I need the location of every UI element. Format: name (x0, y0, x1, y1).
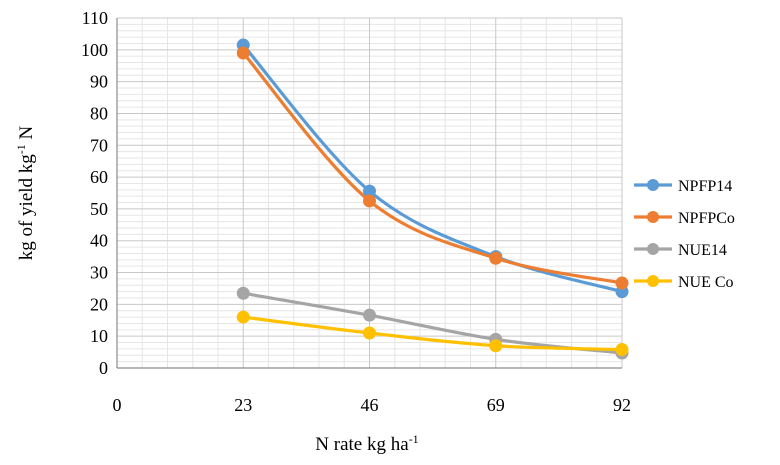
legend-swatch-marker (647, 179, 659, 191)
legend-swatch-marker (647, 243, 659, 255)
series-lines (241, 43, 624, 355)
legend: NPFP14 NPFPCo NUE14 NUE Co (634, 178, 735, 291)
x-tick-label: 92 (613, 395, 631, 415)
y-axis-title-sup: -1 (14, 144, 28, 154)
y-tick-label: 50 (90, 199, 108, 219)
x-axis-title: N rate kg ha-1 (315, 432, 418, 455)
legend-swatch-marker (647, 275, 659, 287)
legend-label: NUE Co (678, 274, 734, 291)
y-tick-label: 90 (90, 72, 108, 92)
data-point-npfpco (489, 251, 503, 265)
legend-item-npfpco: NPFPCo (634, 210, 735, 227)
data-point-nue-co (489, 339, 503, 353)
y-tick-label: 60 (90, 167, 108, 187)
legend-label: NPFPCo (678, 210, 735, 227)
x-tick-label: 69 (487, 395, 505, 415)
series-line-nue-co (241, 315, 624, 352)
y-axis-title-main: kg of yield kg (16, 154, 37, 261)
x-axis-title-main: N rate kg ha (315, 434, 409, 455)
y-axis-title-tail: N (16, 125, 37, 144)
data-point-nue14 (363, 308, 376, 322)
data-point-npfpco (236, 46, 250, 60)
y-tick-label: 0 (99, 358, 108, 378)
data-point-npfp14 (363, 184, 376, 198)
axes (116, 18, 622, 369)
y-tick-label: 40 (90, 231, 108, 251)
legend-item-npfp14: NPFP14 (634, 178, 732, 195)
tick-labels: 0 10 20 30 40 50 60 70 80 90 100 110 0 23 46 69 92 (81, 8, 631, 415)
y-tick-label: 100 (81, 40, 108, 60)
y-axis-title: kg of yield kg-1 N (14, 125, 37, 260)
data-point-nue-co (236, 310, 250, 324)
legend-label: NUE14 (678, 242, 727, 259)
y-tick-label: 30 (90, 263, 108, 283)
series-line-npfpco (241, 51, 624, 285)
y-tick-label: 110 (82, 8, 108, 28)
y-tick-label: 20 (90, 294, 108, 314)
data-point-nue-co (363, 326, 376, 340)
data-point-npfpco (615, 276, 629, 290)
y-tick-label: 10 (90, 326, 108, 346)
y-tick-label: 80 (90, 103, 108, 123)
x-tick-label: 46 (361, 395, 379, 415)
data-point-npfpco (363, 194, 376, 208)
legend-swatch-marker (647, 211, 659, 223)
x-axis-title-sup: -1 (409, 432, 419, 446)
legend-item-nue-co: NUE Co (634, 274, 734, 291)
data-points (236, 38, 629, 360)
legend-item-nue14: NUE14 (634, 242, 727, 259)
series-line-npfp14 (241, 43, 624, 294)
legend-label: NPFP14 (678, 178, 732, 195)
y-tick-label: 70 (90, 135, 108, 155)
data-point-nue-co (615, 343, 629, 357)
x-tick-label: 23 (234, 395, 252, 415)
data-point-nue14 (236, 286, 250, 300)
x-tick-label: 0 (113, 395, 122, 415)
